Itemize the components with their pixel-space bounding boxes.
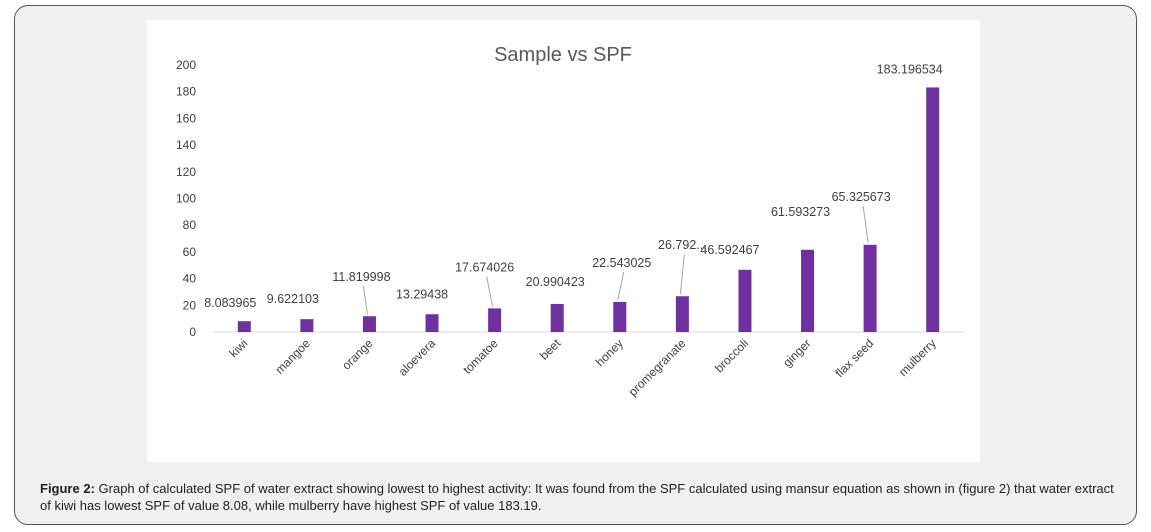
x-tick-label: tomatoe xyxy=(460,336,501,377)
y-tick-label: 100 xyxy=(176,192,196,206)
data-label: 9.622103 xyxy=(267,292,319,306)
bar-honey xyxy=(613,301,627,332)
bar-orange xyxy=(362,316,376,332)
data-label: 26.792... xyxy=(658,238,707,252)
y-tick-label: 40 xyxy=(183,272,197,286)
caption-text: Graph of calculated SPF of water extract… xyxy=(40,481,1114,513)
data-label: 20.990423 xyxy=(526,275,585,289)
y-tick-label: 80 xyxy=(183,218,197,232)
data-label-leader xyxy=(617,271,625,301)
y-tick-label: 200 xyxy=(176,58,196,72)
bar-tomatoe xyxy=(488,308,502,332)
x-tick-label: mangoe xyxy=(272,336,313,377)
x-tick-label: kiwi xyxy=(226,336,250,360)
figure-caption: Figure 2: Graph of calculated SPF of wat… xyxy=(40,480,1120,514)
x-tick-label: promegranate xyxy=(626,336,689,399)
y-tick-label: 180 xyxy=(176,85,196,99)
data-label: 17.674026 xyxy=(455,260,514,274)
data-label-leader xyxy=(486,276,494,307)
data-label: 183.196534 xyxy=(877,62,943,76)
chart-title: Sample vs SPF xyxy=(494,44,632,66)
y-tick-label: 60 xyxy=(183,245,197,259)
y-tick-label: 0 xyxy=(189,325,196,339)
bar-mangoe xyxy=(300,319,314,332)
data-label: 46.592467 xyxy=(700,243,759,257)
data-label: 13.29438 xyxy=(396,287,448,301)
y-tick-label: 160 xyxy=(176,111,196,125)
data-label: 11.819998 xyxy=(332,270,390,284)
caption-label: Figure 2: xyxy=(40,481,95,496)
bar-ginger xyxy=(801,249,815,332)
x-tick-label: broccoli xyxy=(712,336,751,375)
x-tick-label: beet xyxy=(537,336,564,363)
x-tick-label: honey xyxy=(593,336,626,369)
x-tick-label: flax seed xyxy=(832,336,876,380)
data-label-leader xyxy=(362,286,368,315)
y-tick-label: 120 xyxy=(176,165,196,179)
x-tick-label: aloevera xyxy=(396,336,439,379)
data-label: 8.083965 xyxy=(204,296,256,310)
bar-mulberry xyxy=(926,87,940,333)
chart-area xyxy=(147,20,980,462)
bar-beet xyxy=(550,303,564,332)
data-label: 22.543025 xyxy=(592,256,651,270)
bar-flax-seed xyxy=(863,244,877,332)
bar-promegranate xyxy=(675,296,689,332)
bar-kiwi xyxy=(237,321,251,332)
y-tick-label: 20 xyxy=(183,298,197,312)
bar-broccoli xyxy=(738,269,752,332)
y-tick-label: 140 xyxy=(176,138,196,152)
bar-chart: Sample vs SPF 0 20 40 60 80 100 120 140 160 180 200… xyxy=(176,44,964,399)
data-label-leader xyxy=(862,205,869,243)
data-label: 65.325673 xyxy=(832,190,891,204)
data-label: 61.593273 xyxy=(771,205,830,219)
x-tick-label: mulberry xyxy=(896,336,939,379)
x-tick-label: orange xyxy=(339,336,376,373)
data-label-leader xyxy=(679,254,685,295)
x-tick-label: ginger xyxy=(780,336,813,369)
bar-aloevera xyxy=(425,314,439,332)
